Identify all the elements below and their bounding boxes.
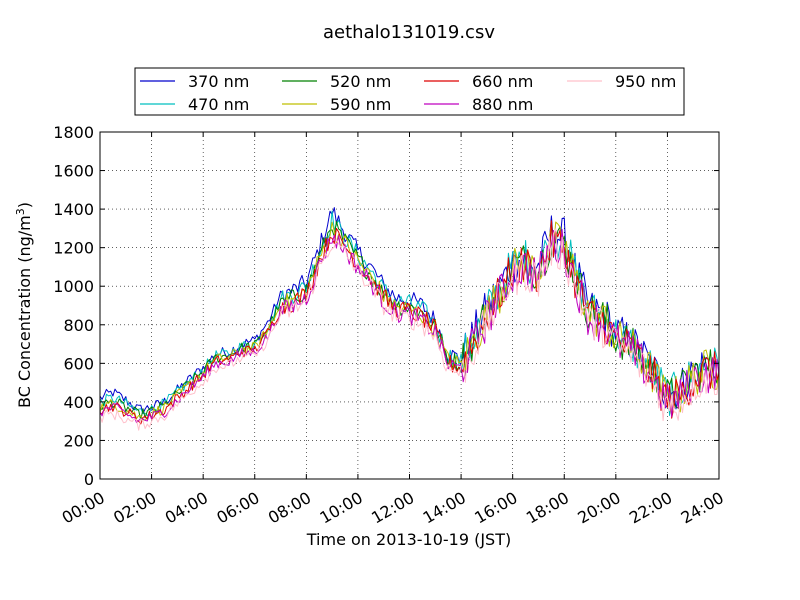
y-axis-label: BC Concentration (ng/m3): [14, 202, 34, 408]
legend-label: 880 nm: [472, 95, 533, 114]
legend-label: 950 nm: [615, 72, 676, 91]
y-tick-label: 1000: [53, 277, 94, 296]
y-axis-label-main: BC Concentration (ng/m: [15, 215, 34, 408]
y-axis-label-superscript: 3: [14, 208, 27, 215]
y-tick-label: 600: [63, 354, 94, 373]
x-tick-label: 04:00: [162, 488, 211, 528]
x-tick-label: 00:00: [59, 488, 108, 528]
y-tick-label: 0: [84, 470, 94, 489]
legend-items: 370 nm 470 nm 520 nm 590 nm 660 nm 880 nm 950 …: [140, 72, 676, 114]
series-line-950-nm: [99, 228, 720, 431]
x-tick-label: 12:00: [368, 488, 417, 528]
y-tick-label: 800: [63, 316, 94, 335]
y-tick-label: 1600: [53, 162, 94, 181]
y-tick-label: 1200: [53, 239, 94, 258]
y-axis-label-suffix: ): [15, 202, 34, 208]
series-line-590-nm: [99, 220, 720, 421]
x-tick-label: 02:00: [110, 488, 159, 528]
chart-title: aethalo131019.csv: [323, 22, 495, 43]
x-tick-label: 10:00: [316, 488, 365, 528]
x-tick-label: 22:00: [626, 488, 675, 528]
x-tick-label: 18:00: [523, 488, 572, 528]
x-axis-tick-labels: 00:00 02:00 04:00 06:00 08:00 10:00 12:00 14:00…: [59, 488, 727, 528]
legend-label: 470 nm: [188, 95, 249, 114]
axis-ticks: [99, 131, 720, 480]
x-axis-label: Time on 2013-10-19 (JST): [306, 530, 511, 549]
x-tick-label: 24:00: [678, 488, 727, 528]
legend-label: 660 nm: [472, 72, 533, 91]
x-tick-label: 14:00: [420, 488, 469, 528]
x-tick-label: 06:00: [213, 488, 262, 528]
y-tick-label: 1400: [53, 200, 94, 219]
x-tick-label: 08:00: [265, 488, 314, 528]
series-line-880-nm: [99, 228, 720, 424]
x-tick-label: 20:00: [574, 488, 623, 528]
y-tick-label: 400: [63, 393, 94, 412]
series-line-520-nm: [99, 220, 720, 421]
series-lines: [99, 207, 720, 431]
y-tick-label: 200: [63, 431, 94, 450]
y-tick-label: 1800: [53, 123, 94, 142]
legend-label: 590 nm: [330, 95, 391, 114]
y-axis-tick-labels: 0 200 400 600 800 1000 1200 1400 1600 1800: [53, 123, 94, 489]
legend: 370 nm 470 nm 520 nm 590 nm 660 nm 880 nm 950 …: [134, 67, 685, 116]
legend-label: 520 nm: [330, 72, 391, 91]
legend-label: 370 nm: [188, 72, 249, 91]
legend-frame: [134, 67, 685, 116]
x-tick-label: 16:00: [471, 488, 520, 528]
